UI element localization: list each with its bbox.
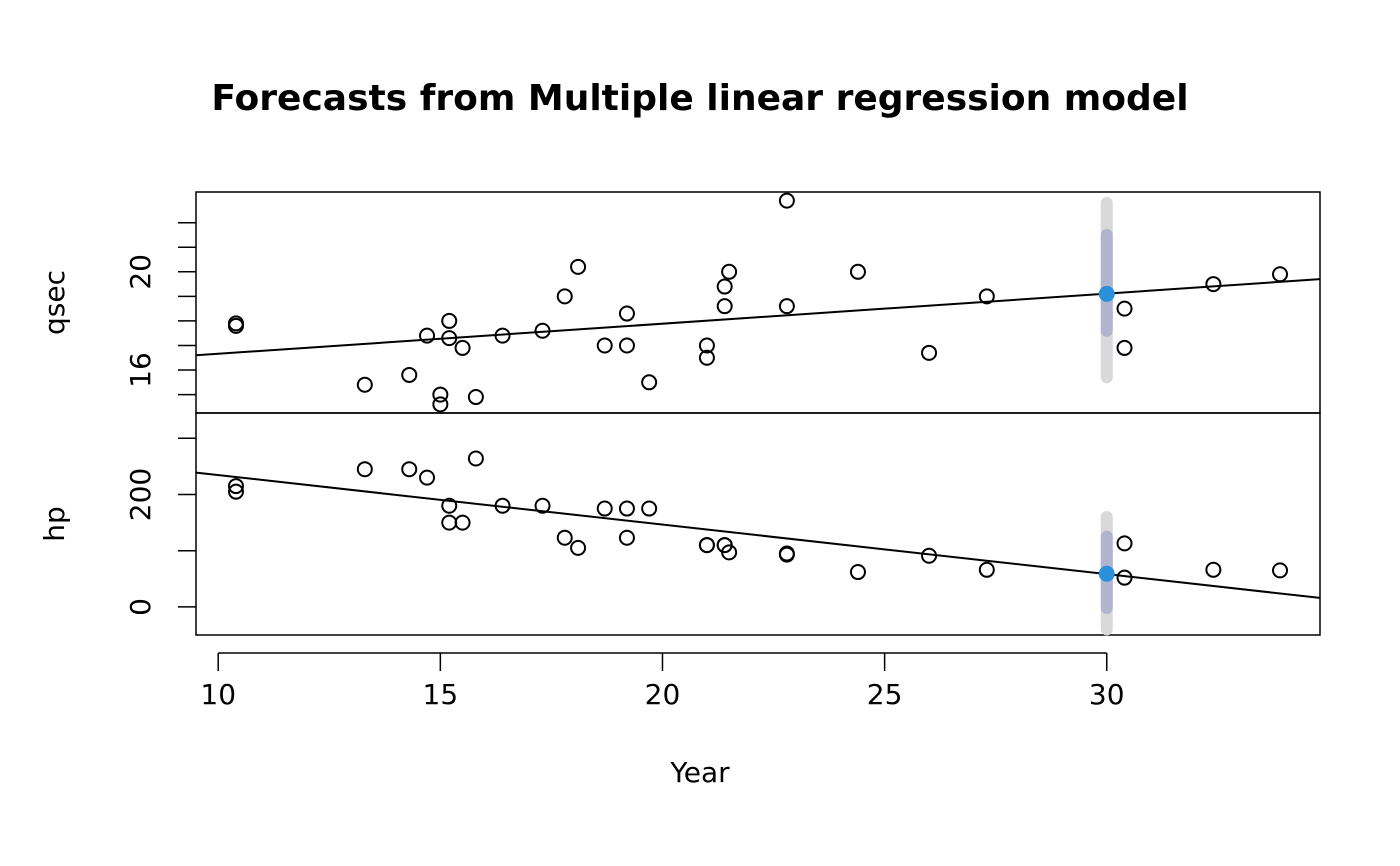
y-tick-label: 16	[124, 352, 157, 388]
x-tick-label: 25	[867, 678, 903, 711]
panel-qsec: 16 20 qsec	[38, 191, 1321, 414]
y-tick-label: 20	[124, 254, 157, 290]
data-point	[1272, 266, 1289, 283]
data-point	[432, 396, 449, 413]
data-point	[849, 564, 866, 581]
data-point	[534, 322, 551, 339]
data-point	[641, 500, 658, 517]
data-point	[441, 330, 458, 347]
data-point	[454, 514, 471, 531]
x-tick-label: 20	[645, 678, 681, 711]
data-point	[1116, 569, 1133, 586]
data-point	[356, 461, 373, 478]
x-axis-label: Year	[669, 756, 730, 789]
fit-line	[195, 278, 1321, 357]
chart-panels: 16 20 qsec 0 200 hp	[38, 191, 1321, 636]
data-point	[419, 327, 436, 344]
data-point	[1116, 300, 1133, 317]
data-point	[401, 461, 418, 478]
data-point	[1205, 276, 1222, 293]
data-point	[921, 344, 938, 361]
data-point	[978, 288, 995, 305]
data-point	[227, 483, 244, 500]
data-point	[432, 386, 449, 403]
data-point	[570, 539, 587, 556]
panel-frame	[195, 412, 1321, 636]
data-point	[570, 258, 587, 275]
data-point	[1205, 561, 1222, 578]
x-tick-label: 30	[1089, 678, 1125, 711]
data-point	[618, 337, 635, 354]
data-point	[596, 500, 613, 517]
data-point	[618, 500, 635, 517]
data-point	[716, 298, 733, 315]
data-point	[441, 497, 458, 514]
data-point	[1116, 339, 1133, 356]
data-point	[1116, 535, 1133, 552]
data-point	[441, 312, 458, 329]
data-point	[596, 337, 613, 354]
data-point	[467, 389, 484, 406]
data-point	[534, 497, 551, 514]
panel-frame	[195, 191, 1321, 414]
forecast-point	[1098, 565, 1115, 582]
data-point	[849, 263, 866, 280]
y-tick-label: 0	[124, 598, 157, 616]
data-point	[778, 298, 795, 315]
data-point	[721, 263, 738, 280]
data-point	[618, 305, 635, 322]
data-point	[778, 192, 795, 209]
x-tick-label: 10	[200, 678, 236, 711]
data-point	[467, 450, 484, 467]
data-point	[494, 327, 511, 344]
fit-line	[195, 471, 1321, 599]
data-point	[454, 339, 471, 356]
y-axis-label: hp	[38, 506, 71, 542]
data-point	[618, 529, 635, 546]
data-point	[1272, 562, 1289, 579]
data-point	[227, 315, 244, 332]
data-point	[419, 469, 436, 486]
x-axis: 10 15 20 25 30	[200, 652, 1125, 711]
y-tick-label: 200	[124, 468, 157, 521]
data-point	[227, 478, 244, 495]
y-axis-label: qsec	[38, 270, 71, 335]
data-point	[978, 561, 995, 578]
data-point	[716, 278, 733, 295]
panel-hp: 0 200 hp	[38, 412, 1321, 636]
data-point	[441, 514, 458, 531]
data-point	[556, 288, 573, 305]
data-point	[698, 349, 715, 366]
data-point	[356, 376, 373, 393]
data-point	[556, 529, 573, 546]
data-point	[698, 337, 715, 354]
forecast-point	[1098, 285, 1115, 302]
data-point	[721, 544, 738, 561]
data-point	[494, 497, 511, 514]
x-tick-label: 15	[423, 678, 459, 711]
data-point	[778, 545, 795, 562]
data-point	[921, 547, 938, 564]
data-point	[698, 537, 715, 554]
data-point	[401, 366, 418, 383]
data-point	[641, 374, 658, 391]
chart-title: Forecasts from Multiple linear regressio…	[211, 78, 1188, 119]
